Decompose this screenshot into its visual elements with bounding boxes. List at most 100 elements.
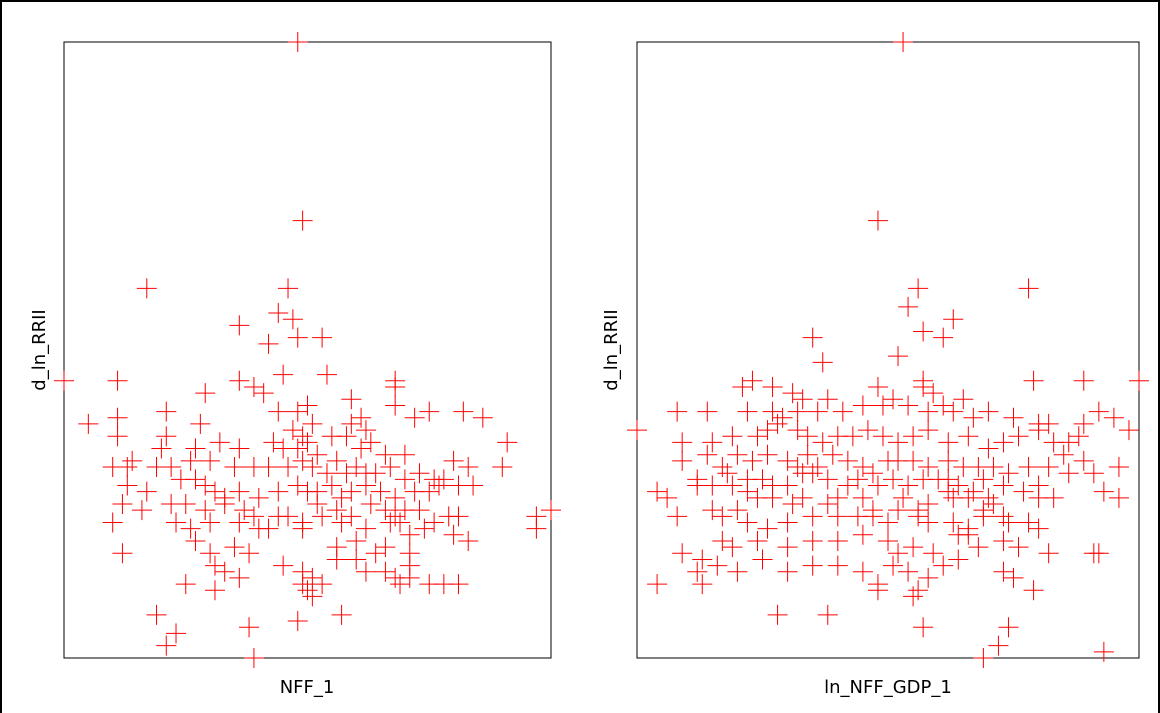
scatter-point bbox=[443, 524, 464, 545]
scatter-point bbox=[175, 574, 196, 595]
scatter-point bbox=[326, 450, 347, 471]
scatter-point bbox=[1053, 444, 1074, 465]
scatter-point bbox=[302, 457, 323, 478]
scatter-point bbox=[767, 413, 788, 434]
scatter-point bbox=[302, 586, 323, 607]
scatter-point bbox=[409, 500, 430, 521]
scatter-point bbox=[983, 494, 1004, 514]
scatter-point bbox=[282, 309, 303, 330]
scatter-point bbox=[287, 438, 308, 459]
scatter-point bbox=[707, 555, 728, 576]
scatter-point bbox=[1018, 457, 1039, 478]
scatter-panel-right: ln_NFF_GDP_1 d_ln_RRII bbox=[601, 32, 1149, 698]
scatter-point bbox=[443, 450, 464, 471]
scatter-point bbox=[136, 278, 157, 299]
scatter-point bbox=[1013, 481, 1034, 502]
scatter-point bbox=[787, 457, 808, 478]
scatter-point bbox=[302, 567, 323, 588]
scatter-point bbox=[757, 420, 778, 441]
scatter-point bbox=[913, 321, 934, 342]
scatter-panel-left: NFF_1 d_ln_RRII bbox=[29, 32, 561, 698]
scatter-point bbox=[797, 426, 818, 447]
scatter-point bbox=[978, 438, 999, 459]
scatter-point bbox=[973, 506, 994, 527]
scatter-point bbox=[998, 512, 1019, 533]
scatter-point bbox=[747, 426, 768, 447]
scatter-point bbox=[903, 426, 924, 447]
scatter-point bbox=[229, 567, 250, 588]
scatter-point bbox=[239, 543, 260, 564]
scatter-point bbox=[1058, 432, 1079, 453]
scatter-point bbox=[938, 432, 959, 453]
scatter-point bbox=[394, 469, 415, 490]
scatter-point bbox=[346, 530, 367, 551]
scatter-point bbox=[672, 543, 693, 564]
scatter-point bbox=[375, 537, 396, 558]
scatter-point bbox=[365, 463, 386, 484]
scatter-point bbox=[243, 376, 264, 397]
scatter-point bbox=[307, 494, 328, 514]
scatter-point bbox=[802, 463, 823, 484]
scatter-point bbox=[146, 604, 167, 625]
scatter-point bbox=[292, 518, 313, 539]
plot-area-left bbox=[63, 41, 552, 659]
scatter-point bbox=[767, 604, 788, 625]
scatter-point bbox=[872, 426, 893, 447]
scatter-point bbox=[978, 401, 999, 422]
scatter-point bbox=[1103, 407, 1124, 428]
scatter-point bbox=[898, 395, 919, 416]
points-left bbox=[54, 32, 561, 668]
scatter-point bbox=[239, 617, 260, 638]
scatter-point bbox=[433, 469, 454, 490]
scatter-point bbox=[472, 407, 493, 428]
scatter-point bbox=[827, 506, 848, 527]
scatter-point bbox=[360, 494, 381, 514]
scatter-point bbox=[122, 450, 143, 471]
scatter-point bbox=[938, 481, 959, 502]
scatter-point bbox=[263, 432, 284, 453]
scatter-point bbox=[737, 481, 758, 502]
scatter-point bbox=[762, 487, 783, 508]
scatter-point bbox=[166, 512, 187, 533]
scatter-point bbox=[817, 389, 838, 410]
scatter-point bbox=[1088, 401, 1109, 422]
scatter-point bbox=[993, 475, 1014, 496]
scatter-point bbox=[385, 506, 406, 527]
scatter-point bbox=[742, 450, 763, 471]
scatter-point bbox=[360, 432, 381, 453]
scatter-point bbox=[832, 401, 853, 422]
scatter-point bbox=[782, 383, 803, 404]
scatter-point bbox=[918, 457, 939, 478]
scatter-point bbox=[331, 487, 352, 508]
scatter-point bbox=[1088, 543, 1109, 564]
scatter-point bbox=[375, 500, 396, 521]
scatter-point bbox=[958, 426, 979, 447]
scatter-point bbox=[862, 506, 883, 527]
scatter-point bbox=[1008, 537, 1029, 558]
scatter-point bbox=[1028, 420, 1049, 441]
scatter-point bbox=[209, 432, 230, 453]
scatter-point bbox=[817, 604, 838, 625]
scatter-point bbox=[131, 500, 152, 521]
scatter-point bbox=[346, 457, 367, 478]
scatter-point bbox=[214, 494, 235, 514]
scatter-point bbox=[747, 530, 768, 551]
scatter-point bbox=[787, 401, 808, 422]
scatter-point bbox=[180, 518, 201, 539]
scatter-point bbox=[1093, 481, 1114, 502]
scatter-point bbox=[817, 494, 838, 514]
scatter-point bbox=[852, 457, 873, 478]
scatter-point bbox=[852, 561, 873, 582]
scatter-point bbox=[292, 210, 313, 231]
scatter-point bbox=[268, 303, 289, 324]
scatter-point bbox=[827, 530, 848, 551]
scatter-point bbox=[702, 500, 723, 521]
scatter-point bbox=[867, 580, 888, 601]
scatter-point bbox=[385, 487, 406, 508]
scatter-point bbox=[712, 530, 733, 551]
scatter-point bbox=[782, 494, 803, 514]
scatter-point bbox=[107, 426, 128, 447]
scatter-point bbox=[243, 648, 264, 668]
scatter-point bbox=[867, 475, 888, 496]
